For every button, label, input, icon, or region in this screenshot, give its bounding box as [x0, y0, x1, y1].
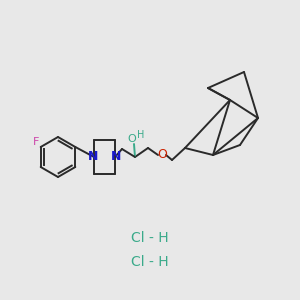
Text: Cl - H: Cl - H [131, 255, 169, 269]
Text: O: O [128, 134, 136, 144]
Text: F: F [32, 137, 39, 147]
Text: Cl - H: Cl - H [131, 231, 169, 245]
Text: H: H [137, 130, 145, 140]
Text: N: N [88, 151, 98, 164]
Text: N: N [111, 151, 121, 164]
Text: O: O [157, 148, 167, 161]
